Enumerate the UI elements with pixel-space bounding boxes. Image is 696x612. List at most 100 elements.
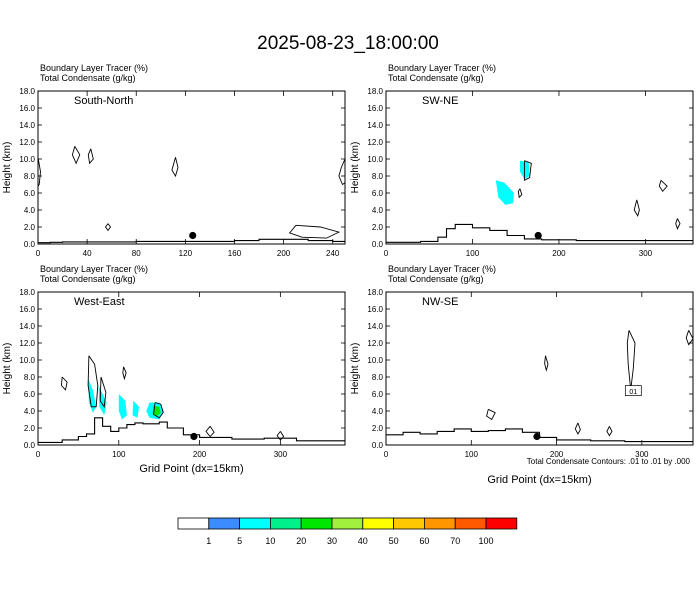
colorbar-swatch <box>269 517 302 530</box>
y-axis-label: Height (km) <box>350 343 361 395</box>
y-tick-label: 4.0 <box>24 407 36 416</box>
y-tick-label: 18.0 <box>19 288 35 297</box>
colorbar-label: 10 <box>265 536 275 546</box>
x-tick-label: 200 <box>552 249 566 258</box>
condensate-contour <box>153 402 164 419</box>
colorbar-label: 1 <box>206 536 211 546</box>
panel-name: SW-NE <box>422 95 458 107</box>
y-tick-label: 12.0 <box>367 138 383 147</box>
location-marker <box>533 432 541 441</box>
y-axis-label: Height (km) <box>2 142 13 194</box>
x-tick-label: 300 <box>639 249 653 258</box>
condensate-contour <box>104 223 112 232</box>
x-tick-label: 100 <box>465 450 479 459</box>
y-tick-label: 10.0 <box>367 356 383 365</box>
y-tick-label: 2.0 <box>24 223 36 232</box>
condensate-contour <box>675 218 681 230</box>
y-tick-label: 16.0 <box>19 305 35 314</box>
y-tick-label: 6.0 <box>24 390 36 399</box>
terrain-line <box>38 238 345 244</box>
condensate-contour <box>205 426 215 438</box>
y-tick-label: 12.0 <box>367 339 383 348</box>
y-tick-label: 0.0 <box>372 240 384 249</box>
condensate-contour <box>606 426 613 437</box>
y-tick-label: 0.0 <box>24 441 36 450</box>
condensate-contour <box>626 330 636 390</box>
panel-label-tracer: Boundary Layer Tracer (%) <box>388 63 496 73</box>
plot-frame <box>385 90 694 245</box>
panel-sw-ne: Boundary Layer Tracer (%)Total Condensat… <box>350 63 694 258</box>
condensate-contour <box>486 408 496 421</box>
panel-label-tracer: Boundary Layer Tracer (%) <box>388 264 496 274</box>
colorbar: 1 5 10 20 30 40 50 60 70 100 <box>177 517 518 546</box>
colorbar-label: 100 <box>478 536 493 546</box>
colorbar-label: 40 <box>358 536 368 546</box>
y-tick-label: 16.0 <box>19 104 35 113</box>
x-tick-label: 80 <box>132 249 141 258</box>
y-tick-label: 12.0 <box>19 138 35 147</box>
condensate-contour <box>87 355 99 408</box>
y-tick-label: 8.0 <box>372 373 384 382</box>
y-tick-label: 12.0 <box>19 339 35 348</box>
condensate-contour <box>171 157 179 178</box>
y-axis-label: Height (km) <box>2 343 13 395</box>
colorbar-swatch <box>208 517 241 530</box>
panel-label-condensate: Total Condensate (g/kg) <box>40 73 136 83</box>
y-tick-label: 0.0 <box>372 441 384 450</box>
y-tick-label: 4.0 <box>24 206 36 215</box>
panel-label-condensate: Total Condensate (g/kg) <box>388 73 484 83</box>
condensate-contour <box>338 158 345 186</box>
y-tick-label: 10.0 <box>367 155 383 164</box>
plot-frame <box>37 291 346 446</box>
y-tick-label: 14.0 <box>367 121 383 130</box>
colorbar-swatch <box>331 517 364 530</box>
panel-label-tracer: Boundary Layer Tracer (%) <box>40 63 148 73</box>
y-tick-label: 4.0 <box>372 407 384 416</box>
x-tick-label: 200 <box>550 450 564 459</box>
tracer-region <box>495 180 514 205</box>
condensate-contour <box>574 422 581 435</box>
condensate-contour <box>517 188 523 199</box>
colorbar-swatch <box>239 517 271 530</box>
x-tick-label: 0 <box>36 450 41 459</box>
colorbar-label: 30 <box>327 536 337 546</box>
y-tick-label: 8.0 <box>24 373 36 382</box>
condensate-contour <box>87 148 94 165</box>
x-tick-label: 300 <box>635 450 649 459</box>
condensate-contour <box>288 224 341 239</box>
x-tick-label: 0 <box>36 249 41 258</box>
condensate-contour <box>99 376 107 409</box>
condensate-contour <box>544 355 549 372</box>
y-tick-label: 16.0 <box>367 305 383 314</box>
location-marker <box>534 231 542 240</box>
panel-label-tracer: Boundary Layer Tracer (%) <box>40 264 148 274</box>
y-tick-label: 18.0 <box>367 87 383 96</box>
condensate-contour <box>38 157 41 187</box>
y-tick-label: 10.0 <box>19 356 35 365</box>
condensate-contour <box>685 330 693 346</box>
colorbar-label: 20 <box>296 536 306 546</box>
x-axis-label: Grid Point (dx=15km) <box>139 463 243 475</box>
x-tick-label: 40 <box>83 249 92 258</box>
terrain-line <box>38 417 345 443</box>
location-marker <box>190 432 198 441</box>
tracer-region <box>118 394 127 420</box>
y-tick-label: 10.0 <box>19 155 35 164</box>
condensate-contour <box>658 179 668 193</box>
condensate-contour <box>60 376 68 391</box>
panel-nw-se: Boundary Layer Tracer (%)Total Condensat… <box>350 264 694 486</box>
panel-label-condensate: Total Condensate (g/kg) <box>40 274 136 284</box>
y-tick-label: 18.0 <box>19 87 35 96</box>
tracer-region <box>88 378 97 413</box>
x-axis-label: Grid Point (dx=15km) <box>487 474 591 486</box>
panels: Boundary Layer Tracer (%)Total Condensat… <box>2 63 694 486</box>
terrain-line <box>386 223 693 243</box>
x-tick-label: 100 <box>112 450 126 459</box>
terrain-line <box>386 428 693 443</box>
x-tick-label: 200 <box>277 249 291 258</box>
panel-south-north: Boundary Layer Tracer (%)Total Condensat… <box>2 63 346 258</box>
colorbar-swatch <box>423 517 456 530</box>
panel-west-east: Boundary Layer Tracer (%)Total Condensat… <box>2 264 346 475</box>
y-tick-label: 6.0 <box>372 390 384 399</box>
colorbar-label: 70 <box>450 536 460 546</box>
